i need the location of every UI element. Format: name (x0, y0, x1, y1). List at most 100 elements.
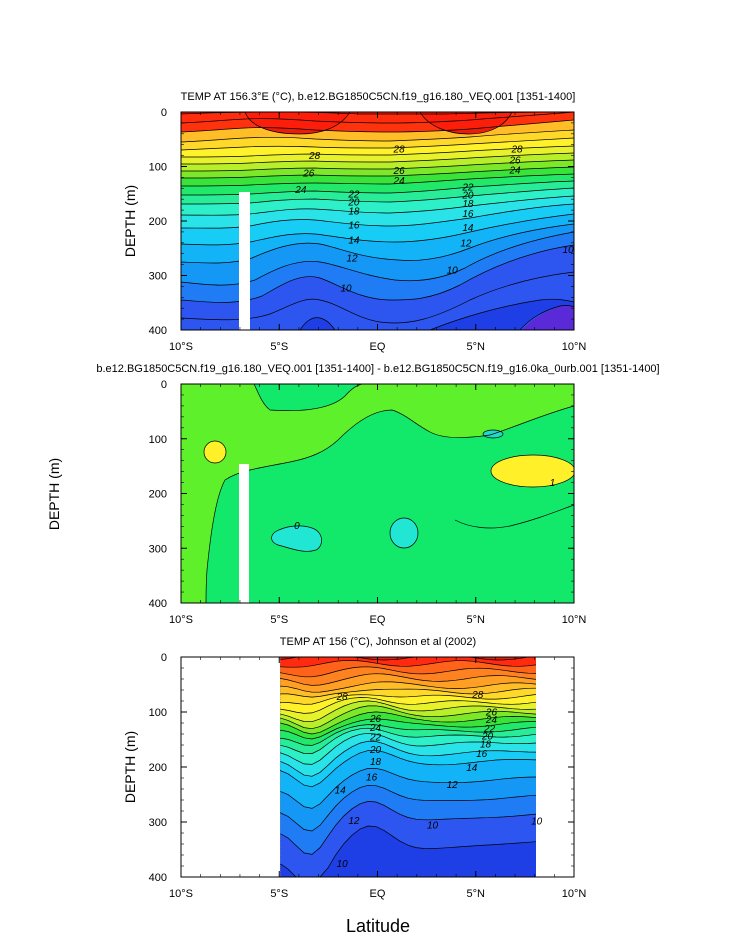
panel-2-title: b.e12.BG1850C5CN.f19_g16.180_VEQ.001 [13… (96, 363, 659, 375)
contour-line (280, 673, 536, 686)
contour-label: 0 (294, 521, 300, 532)
blob-negative-left (271, 525, 322, 552)
x-tick-label: 5°S (270, 341, 288, 353)
contour-line (280, 727, 536, 754)
panel-2-ylabel: DEPTH (m) (46, 458, 62, 530)
contour-line (280, 767, 536, 809)
contour-label: 14 (466, 763, 478, 774)
y-tick-label: 100 (149, 707, 167, 719)
panel-1-missing-bar (239, 192, 250, 330)
contour-line (280, 724, 536, 746)
panel-3: TEMP AT 156 (°C), Johnson et al (2002) 2… (122, 636, 586, 900)
contour-label: 14 (348, 236, 360, 247)
contour-label: 26 (508, 155, 521, 166)
blob-positive-left (203, 440, 227, 464)
temperature-band (280, 657, 536, 668)
contour-line (253, 384, 365, 412)
contour-label: 10 (563, 245, 575, 256)
contour-line (205, 405, 574, 603)
contour-line (181, 231, 574, 286)
contour-label: 22 (347, 189, 360, 200)
panel-1: TEMP AT 156.3°E (°C), b.e12.BG1850C5CN.f… (122, 91, 586, 353)
contour-line (280, 660, 536, 668)
y-tick-label: 300 (149, 817, 167, 829)
band-below-8 (522, 305, 574, 330)
y-tick-label: 300 (149, 271, 167, 283)
contour-line (280, 801, 536, 855)
panel-3-contour-labels: 2826242220181614121010282624222018161412… (335, 690, 543, 870)
y-tick-label: 400 (149, 325, 167, 337)
contour-label: 22 (369, 732, 382, 743)
contour-label: 10 (427, 820, 439, 831)
contour-label: 20 (369, 745, 382, 756)
contour-line (280, 687, 536, 698)
contour-label: 28 (308, 151, 321, 162)
contour-line (181, 112, 574, 124)
contour-line (181, 271, 574, 324)
contour-label: 26 (302, 169, 315, 180)
y-tick-label: 200 (149, 489, 167, 501)
x-tick-label: 5°N (467, 614, 486, 626)
x-tick-label: 5°S (270, 614, 288, 626)
x-tick-label: 10°N (562, 614, 587, 626)
contour-label: 10 (531, 816, 543, 827)
contour-line (454, 504, 574, 529)
panel-3-filled-contours (280, 657, 536, 877)
band-8-9 (430, 299, 574, 330)
contour-line (280, 749, 536, 788)
contour-label: 20 (461, 190, 474, 201)
contour-label: 28 (336, 692, 349, 703)
panel-2-contour-lines (205, 384, 574, 603)
contour-line (280, 711, 536, 735)
contour-label: 16 (366, 772, 378, 783)
contour-label: 14 (462, 223, 474, 234)
x-tick-label: 5°N (467, 888, 486, 900)
panel-1-ylabel: DEPTH (m) (122, 185, 138, 257)
temperature-band (280, 657, 536, 677)
contour-line (280, 700, 536, 723)
contour-label: 10 (447, 266, 459, 277)
y-tick-label: 400 (149, 598, 167, 610)
contour-label: 28 (393, 145, 406, 156)
panel-2-contour-labels: 01 (294, 478, 555, 532)
panel-3-title: TEMP AT 156 (°C), Johnson et al (2002) (280, 636, 476, 648)
contour-line (181, 137, 574, 151)
blob-positive-right (490, 454, 574, 488)
contour-label: 20 (347, 197, 360, 208)
contour-label: 28 (471, 690, 484, 701)
y-tick-label: 200 (149, 762, 167, 774)
y-tick-label: 0 (161, 379, 167, 391)
contour-label: 16 (462, 209, 474, 220)
contour-line (419, 112, 513, 135)
contour-label: 22 (483, 724, 496, 735)
x-tick-label: 10°S (169, 888, 193, 900)
contour-label: 12 (348, 816, 360, 827)
y-tick-label: 0 (161, 107, 167, 119)
contour-line (280, 681, 536, 693)
contour-line (280, 740, 536, 777)
x-tick-label: 10°N (562, 341, 587, 353)
contour-line (181, 244, 574, 303)
contour-label: 16 (348, 220, 360, 231)
x-tick-label: 10°S (169, 341, 193, 353)
contour-label: 26 (393, 166, 406, 177)
panel-3-contour-lines (280, 657, 536, 877)
panel-2: b.e12.BG1850C5CN.f19_g16.180_VEQ.001 [13… (46, 363, 660, 626)
x-tick-label: 10°N (562, 888, 587, 900)
x-tick-label: 10°S (169, 614, 193, 626)
contour-label: 28 (510, 145, 523, 156)
contour-label: 24 (294, 185, 307, 196)
contour-label: 10 (340, 284, 352, 295)
contour-label: 16 (476, 749, 488, 760)
contour-line (280, 784, 536, 832)
contour-label: 12 (346, 254, 358, 265)
contour-line (181, 159, 574, 172)
region-upper-1 (181, 384, 574, 603)
panel-1-contour-labels: 2826242826242220181614121028262422201816… (294, 145, 575, 295)
contour-line (244, 112, 351, 135)
contour-label: 26 (369, 714, 382, 725)
contour-label: 24 (485, 715, 498, 726)
contour-label: 10 (337, 859, 349, 870)
contour-label: 14 (335, 786, 347, 797)
